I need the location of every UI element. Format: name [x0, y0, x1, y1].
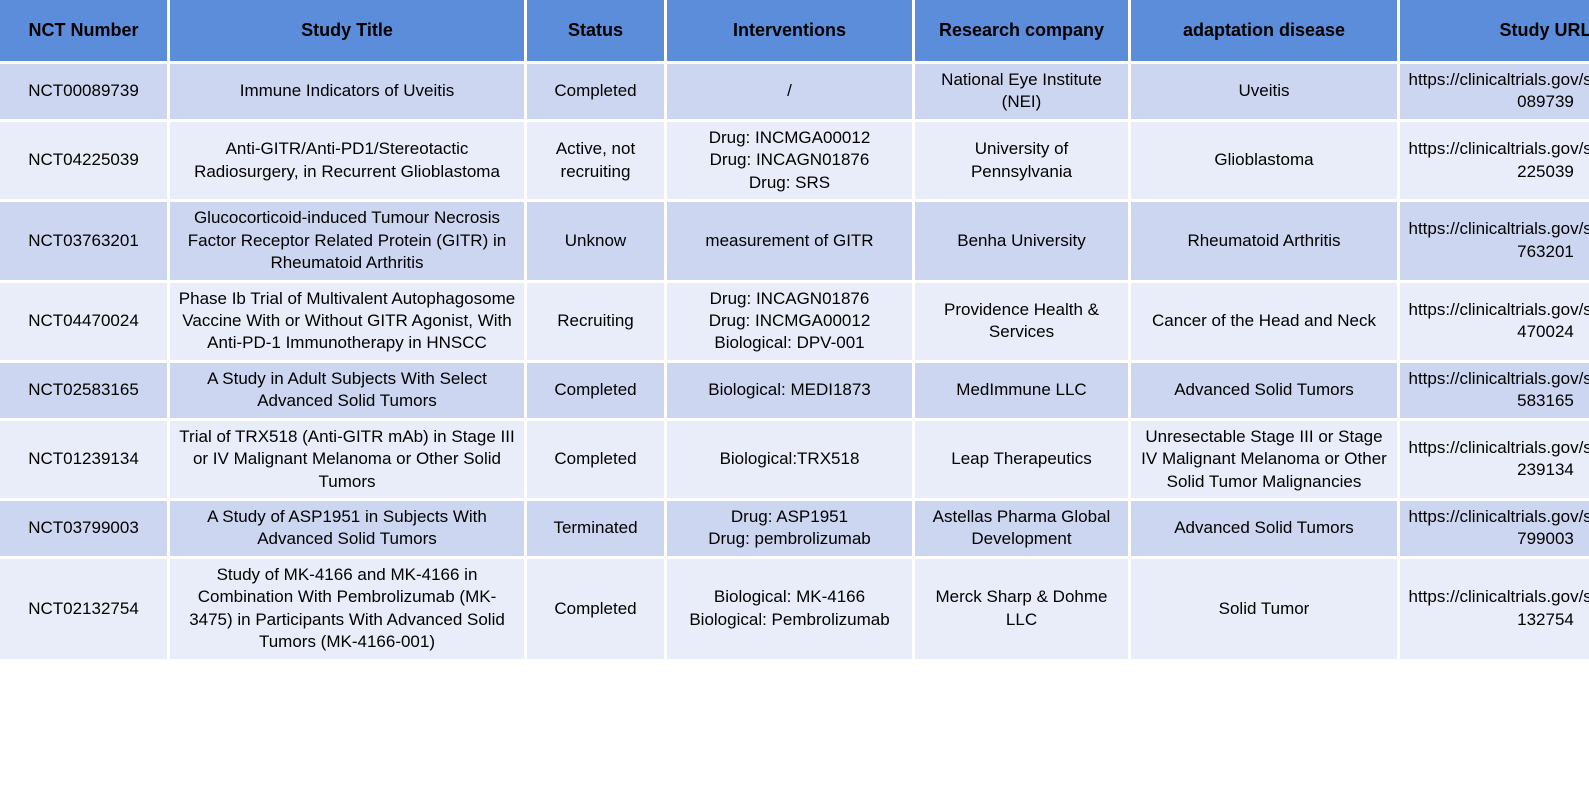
cell-research_company: National Eye Institute (NEI)	[912, 61, 1131, 122]
cell-status: Active, not recruiting	[524, 118, 667, 203]
column-header-study_title: Study Title	[167, 0, 527, 64]
column-header-nct_number: NCT Number	[0, 0, 170, 64]
cell-interventions: Biological:TRX518	[664, 417, 915, 502]
cell-research_company: Benha University	[912, 199, 1131, 283]
cell-study_title: A Study in Adult Subjects With Select Ad…	[167, 359, 527, 421]
cell-research_company: Leap Therapeutics	[912, 417, 1131, 502]
cell-status: Completed	[524, 61, 667, 122]
column-header-status: Status	[524, 0, 667, 64]
cell-study_url: https://clinicaltrials.gov/study/NCT0258…	[1397, 359, 1589, 421]
cell-study_title: Anti-GITR/Anti-PD1/Stereotactic Radiosur…	[167, 118, 527, 203]
cell-study_title: Study of MK-4166 and MK-4166 in Combinat…	[167, 555, 527, 661]
cell-status: Completed	[524, 359, 667, 421]
cell-study_title: Glucocorticoid-induced Tumour Necrosis F…	[167, 199, 527, 283]
cell-nct_number: NCT02583165	[0, 359, 170, 421]
cell-status: Recruiting	[524, 279, 667, 363]
table-body: NCT00089739 Immune Indicators of Uveitis C…	[0, 61, 1589, 661]
cell-study_title: Trial of TRX518 (Anti-GITR mAb) in Stage…	[167, 417, 527, 502]
table-row: NCT01239134 Trial of TRX518 (Anti-GITR mA…	[0, 417, 1589, 502]
cell-interventions: Biological: MEDI1873	[664, 359, 915, 421]
table-row: NCT02132754 Study of MK-4166 and MK-4166 …	[0, 555, 1589, 661]
clinical-trials-table: NCT Number Study Title Status Interventions…	[0, 0, 1589, 661]
cell-research_company: Providence Health & Services	[912, 279, 1131, 363]
header-row: NCT Number Study Title Status Interventions…	[0, 0, 1589, 64]
cell-interventions: Drug: INCAGN01876 Drug: INCMGA00012 Biol…	[664, 279, 915, 363]
table-row: NCT00089739 Immune Indicators of Uveitis C…	[0, 61, 1589, 122]
cell-research_company: Astellas Pharma Global Development	[912, 498, 1131, 559]
table-row: NCT03799003 A Study of ASP1951 in Subject…	[0, 498, 1589, 559]
cell-interventions: measurement of GITR	[664, 199, 915, 283]
cell-study_url: https://clinicaltrials.gov/study/NCT0447…	[1397, 279, 1589, 363]
cell-nct_number: NCT04225039	[0, 118, 170, 203]
cell-research_company: Merck Sharp & Dohme LLC	[912, 555, 1131, 661]
cell-interventions: Drug: INCMGA00012 Drug: INCAGN01876 Drug…	[664, 118, 915, 203]
column-header-adaptation_disease: adaptation disease	[1128, 0, 1400, 64]
cell-adaptation_disease: Advanced Solid Tumors	[1128, 498, 1400, 559]
table-row: NCT02583165 A Study in Adult Subjects Wit…	[0, 359, 1589, 421]
cell-interventions: Biological: MK-4166 Biological: Pembroli…	[664, 555, 915, 661]
column-header-study_url: Study URL	[1397, 0, 1589, 64]
cell-nct_number: NCT01239134	[0, 417, 170, 502]
cell-adaptation_disease: Solid Tumor	[1128, 555, 1400, 661]
column-header-research_company: Research company	[912, 0, 1131, 64]
cell-study_title: A Study of ASP1951 in Subjects With Adva…	[167, 498, 527, 559]
column-header-interventions: Interventions	[664, 0, 915, 64]
cell-adaptation_disease: Cancer of the Head and Neck	[1128, 279, 1400, 363]
table-header: NCT Number Study Title Status Interventions…	[0, 0, 1589, 64]
table-row: NCT04470024 Phase Ib Trial of Multivalent…	[0, 279, 1589, 363]
cell-study_title: Immune Indicators of Uveitis	[167, 61, 527, 122]
cell-study_url: https://clinicaltrials.gov/study/NCT0123…	[1397, 417, 1589, 502]
cell-status: Unknow	[524, 199, 667, 283]
cell-status: Completed	[524, 555, 667, 661]
cell-study_url: https://clinicaltrials.gov/study/NCT0422…	[1397, 118, 1589, 203]
cell-adaptation_disease: Unresectable Stage III or Stage IV Malig…	[1128, 417, 1400, 502]
cell-adaptation_disease: Uveitis	[1128, 61, 1400, 122]
cell-nct_number: NCT03763201	[0, 199, 170, 283]
cell-adaptation_disease: Advanced Solid Tumors	[1128, 359, 1400, 421]
cell-nct_number: NCT02132754	[0, 555, 170, 661]
table-row: NCT03763201 Glucocorticoid-induced Tumour…	[0, 199, 1589, 283]
cell-research_company: University of Pennsylvania	[912, 118, 1131, 203]
cell-nct_number: NCT04470024	[0, 279, 170, 363]
cell-study_url: https://clinicaltrials.gov/study/NCT0376…	[1397, 199, 1589, 283]
cell-study_url: https://clinicaltrials.gov/study/NCT0213…	[1397, 555, 1589, 661]
cell-nct_number: NCT03799003	[0, 498, 170, 559]
cell-status: Completed	[524, 417, 667, 502]
cell-study_url: https://clinicaltrials.gov/study/NCT0379…	[1397, 498, 1589, 559]
cell-interventions: /	[664, 61, 915, 122]
cell-adaptation_disease: Glioblastoma	[1128, 118, 1400, 203]
cell-study_title: Phase Ib Trial of Multivalent Autophagos…	[167, 279, 527, 363]
cell-research_company: MedImmune LLC	[912, 359, 1131, 421]
cell-interventions: Drug: ASP1951 Drug: pembrolizumab	[664, 498, 915, 559]
table-row: NCT04225039 Anti-GITR/Anti-PD1/Stereotact…	[0, 118, 1589, 203]
cell-nct_number: NCT00089739	[0, 61, 170, 122]
cell-study_url: https://clinicaltrials.gov/study/NCT0008…	[1397, 61, 1589, 122]
cell-status: Terminated	[524, 498, 667, 559]
cell-adaptation_disease: Rheumatoid Arthritis	[1128, 199, 1400, 283]
